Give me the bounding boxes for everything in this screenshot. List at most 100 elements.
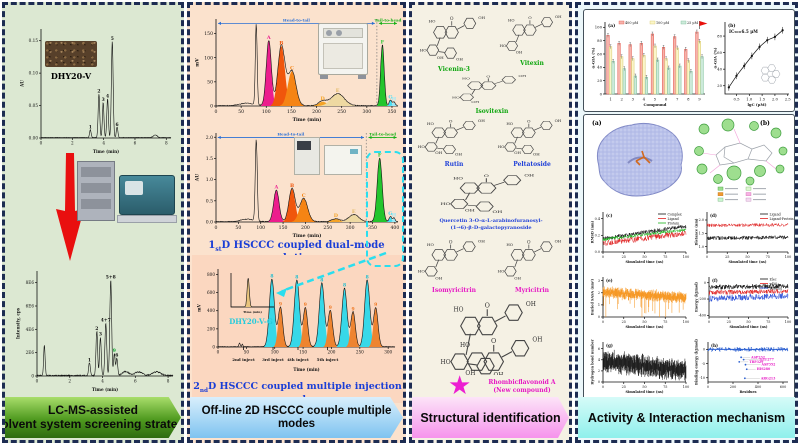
svg-text:HO: HO: [452, 96, 460, 99]
svg-text:1.0: 1.0: [746, 96, 753, 101]
svg-text:Elec: Elec: [770, 277, 777, 281]
svg-text:8: 8: [687, 96, 690, 101]
svg-text:25: 25: [727, 320, 731, 324]
energy-plot: 0 25 50 75 100 0 -200 -400 Energy (kJ/mol) Simula…: [691, 270, 791, 330]
svg-text:1: 1: [89, 124, 92, 130]
banner3-line1: Structural identification: [420, 410, 561, 425]
svg-text:Ligand: Ligand: [668, 217, 679, 221]
protein-tag: (a): [592, 120, 602, 127]
svg-text:50: 50: [642, 385, 646, 389]
svg-text:G: G: [388, 211, 392, 217]
svg-text:HO: HO: [506, 242, 513, 247]
svg-text:80: 80: [717, 33, 722, 38]
svg-text:GLU277: GLU277: [760, 358, 774, 362]
svg-text:0.4: 0.4: [595, 217, 600, 221]
svg-text:200: 200: [207, 326, 215, 331]
svg-text:150: 150: [299, 350, 307, 355]
svg-text:40: 40: [597, 65, 602, 70]
structure-quercetin-glycoside: O HO OH HO OH OH: [438, 171, 544, 217]
svg-text:25: 25: [622, 255, 626, 259]
svg-text:-400: -400: [698, 314, 706, 318]
svg-text:2.5: 2.5: [785, 96, 792, 101]
svg-text:Compound: Compound: [644, 102, 667, 107]
svg-text:2nd inject: 2nd inject: [232, 357, 255, 362]
svg-text:0: 0: [708, 320, 710, 324]
svg-text:6: 6: [134, 141, 137, 146]
svg-text:9: 9: [113, 348, 116, 354]
svg-text:ASP352: ASP352: [761, 363, 776, 367]
svg-text:O: O: [484, 174, 490, 178]
svg-text:(c): (c): [606, 213, 613, 218]
svg-text:O: O: [450, 17, 454, 22]
svg-text:RMSD (nm): RMSD (nm): [591, 220, 595, 243]
svg-text:Residues: Residues: [739, 390, 756, 394]
svg-text:2.0: 2.0: [772, 96, 779, 101]
svg-text:HO: HO: [454, 306, 464, 313]
label-new-compound: (New compound): [493, 387, 551, 394]
svg-text:HO: HO: [498, 145, 505, 149]
svg-text:9: 9: [279, 302, 282, 308]
hsccc-dual-mode-chromatogram-1: 0 50 100 150 200 250 300 350 0 50 100 150 mV Time (mi…: [192, 9, 404, 123]
svg-text:OH: OH: [518, 75, 527, 78]
svg-text:H: H: [392, 212, 397, 218]
svg-text:OH: OH: [514, 276, 521, 281]
new-compound-star-icon: ★: [448, 371, 472, 401]
svg-text:4E6: 4E6: [26, 327, 35, 332]
svg-text:OH: OH: [435, 276, 443, 281]
label-myricitrin: Myricitrin: [514, 287, 550, 294]
svg-text:F: F: [381, 39, 385, 45]
svg-text:100: 100: [256, 225, 265, 231]
svg-text:vdW: vdW: [769, 282, 778, 286]
fraction-highlight-box: [366, 151, 404, 267]
svg-text:Complex: Complex: [668, 212, 682, 216]
svg-text:2.0: 2.0: [206, 135, 213, 141]
svg-text:80: 80: [597, 38, 602, 43]
svg-text:OH: OH: [471, 101, 480, 104]
svg-text:50: 50: [244, 350, 250, 355]
residue-energy-plot: 0 200 400 600 0 -5 -10 Binding energy (kJ/mol) R…: [691, 335, 791, 395]
svg-text:600: 600: [207, 290, 215, 295]
svg-text:H: H: [392, 96, 397, 102]
svg-text:60: 60: [597, 51, 602, 56]
svg-text:50: 50: [745, 255, 749, 259]
svg-text:1: 1: [598, 303, 600, 307]
svg-text:Buried SASA (nm²): Buried SASA (nm²): [591, 279, 595, 316]
svg-text:400: 400: [390, 225, 399, 231]
svg-text:150: 150: [287, 109, 296, 115]
label-rutin: Rutin: [444, 161, 464, 168]
fraction-inset-chromatogram: Time (min): [226, 269, 276, 315]
label-isomyricitrin: Isomyricitrin: [432, 287, 476, 294]
interaction-legend: [717, 186, 766, 202]
svg-text:0.0: 0.0: [206, 220, 213, 226]
svg-text:HO: HO: [508, 19, 514, 23]
svg-text:1.5: 1.5: [206, 156, 213, 162]
svg-text:20: 20: [597, 78, 602, 83]
svg-text:0: 0: [598, 315, 600, 319]
svg-text:100: 100: [683, 320, 689, 324]
svg-text:300: 300: [384, 350, 392, 355]
svg-text:Distance (nm): Distance (nm): [695, 218, 699, 245]
svg-text:2E6: 2E6: [26, 350, 35, 355]
svg-text:OH: OH: [532, 336, 542, 343]
svg-text:Tail-to-head: Tail-to-head: [374, 18, 401, 23]
svg-text:50: 50: [207, 79, 213, 85]
svg-text:8: 8: [167, 379, 170, 384]
svg-text:0.2: 0.2: [595, 234, 600, 238]
structure-vicenin-3: O HO OH HO OH OH: [418, 13, 492, 65]
svg-text:Time (min): Time (min): [243, 310, 262, 314]
svg-text:Head-to-tail: Head-to-tail: [277, 132, 305, 137]
svg-text:-200: -200: [698, 297, 706, 301]
banner4-line1: Activity & Interaction mechanism: [587, 410, 786, 425]
svg-text:2: 2: [95, 326, 98, 332]
svg-text:2: 2: [598, 291, 600, 295]
svg-text:5: 5: [654, 96, 657, 101]
column-activity-interaction: 0 20 40 60 80 100 α-GIA (%) Compound (a) 1 2 3 4 5 6 7 8…: [575, 2, 798, 443]
svg-text:0: 0: [40, 141, 43, 146]
svg-text:IC₅₀=6.5 μM: IC₅₀=6.5 μM: [729, 29, 758, 34]
svg-text:200: 200: [312, 109, 321, 115]
hsccc-instrument-image: [318, 23, 370, 79]
svg-text:4th inject: 4th inject: [287, 357, 309, 362]
svg-text:0.0: 0.0: [595, 250, 600, 254]
svg-text:8: 8: [366, 275, 369, 281]
svg-text:HIS280: HIS280: [757, 367, 771, 371]
